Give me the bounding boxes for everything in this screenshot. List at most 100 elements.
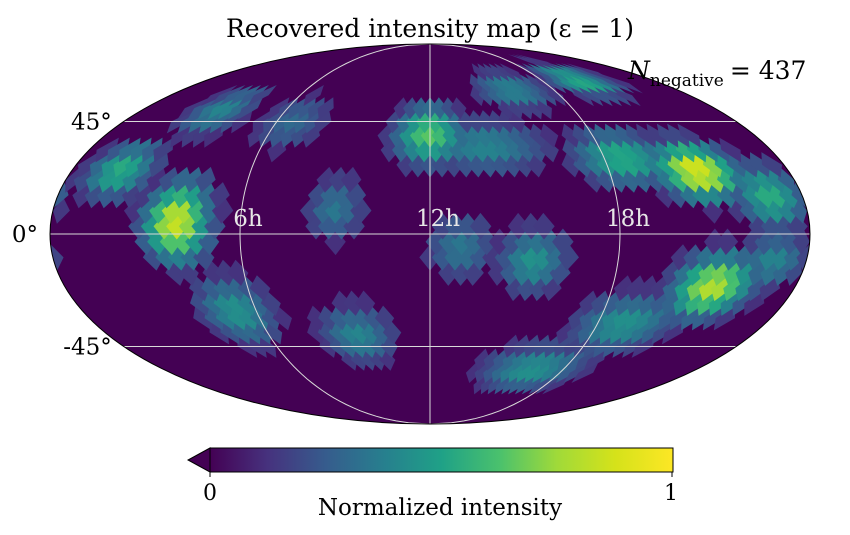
map-pixel [516, 54, 566, 71]
map-pixel [268, 97, 290, 120]
map-pixel [557, 348, 577, 371]
colorbar-tick-label-min: 0 [203, 481, 217, 506]
map-outline [49, 43, 811, 425]
map-pixel [555, 63, 600, 82]
map-pixel [263, 320, 283, 345]
map-pixel [619, 137, 639, 163]
map-pixel [195, 166, 216, 193]
map-pixel [450, 97, 467, 120]
healpix-pixels [50, 54, 810, 395]
map-pixel [193, 305, 213, 331]
map-pixel [698, 275, 720, 302]
map-pixel [613, 305, 633, 331]
map-pixel [177, 97, 211, 120]
map-pixel [555, 361, 580, 383]
map-pixel [729, 182, 751, 209]
map-pixel [142, 137, 163, 163]
map-pixel [516, 63, 548, 82]
map-pixel [303, 85, 324, 107]
dec-tick-label: 0° [12, 222, 38, 248]
map-pixel [187, 97, 220, 120]
map-pixel [668, 166, 690, 193]
map-pixel [214, 259, 236, 286]
map-pixel [483, 348, 500, 371]
map-pixel [702, 305, 724, 331]
map-pixel [208, 182, 230, 209]
map-pixel [487, 374, 503, 395]
map-pixel [207, 97, 237, 120]
map-pixel [520, 212, 542, 240]
map-pixel [791, 182, 807, 209]
map-pixel [247, 123, 266, 148]
map-pixel [697, 290, 718, 316]
map-pixel [526, 97, 543, 120]
map-pixel [527, 63, 563, 82]
map-pixel [721, 244, 743, 271]
map-pixel [552, 228, 574, 256]
map-pixel [667, 123, 690, 148]
map-pixel [252, 320, 272, 345]
map-pixel [231, 320, 250, 345]
map-pixel [52, 197, 70, 224]
map-pixel [577, 320, 597, 345]
colorbar-extend-min-arrow [186, 447, 211, 473]
map-pixel [641, 137, 662, 163]
map-pixel [599, 320, 618, 345]
map-pixel [741, 166, 762, 193]
map-pixel [568, 305, 588, 331]
map-pixel [754, 182, 776, 209]
map-pixel [153, 137, 174, 163]
map-pixel [476, 228, 498, 256]
map-pixel [650, 290, 670, 316]
map-pixel [661, 320, 684, 345]
map-pixel [525, 73, 550, 94]
map-pixel [504, 73, 524, 94]
map-pixel [84, 182, 106, 209]
colorbar: 0 1 Normalized intensity [186, 447, 678, 521]
map-pixel [267, 137, 287, 163]
map-pixel [219, 85, 254, 107]
map-pixel [542, 374, 571, 395]
map-pixel [393, 97, 410, 120]
map-pixel [494, 374, 511, 395]
map-pixel [591, 85, 622, 107]
map-pixel [345, 182, 367, 209]
map-pixel [497, 97, 514, 120]
map-pixel [493, 348, 510, 371]
map-pixel [463, 228, 486, 256]
map-pixel [636, 123, 656, 148]
map-pixel [539, 123, 559, 148]
map-pixel [552, 73, 584, 94]
map-pixel [469, 212, 492, 240]
map-pixel [340, 166, 362, 193]
map-pixel [85, 166, 107, 193]
map-pixel [97, 182, 119, 209]
map-pixel [531, 348, 548, 371]
map-pixel [288, 97, 307, 120]
map-pixel [474, 361, 490, 383]
map-pixel [785, 259, 802, 286]
map-pixel [238, 305, 258, 331]
map-pixel [683, 244, 705, 271]
map-pixel [197, 97, 228, 120]
map-pixel [227, 97, 255, 120]
map-pixel [470, 85, 485, 107]
map-pixel [318, 305, 338, 331]
map-pixel [579, 305, 599, 331]
map-pixel [679, 152, 700, 178]
ra-tick-label: 18h [606, 206, 650, 232]
map-pixel [148, 152, 169, 178]
map-pixel [431, 212, 454, 240]
map-pixel [705, 166, 726, 193]
intensity-map [49, 43, 811, 425]
map-pixel [540, 361, 562, 383]
map-pixel [249, 275, 271, 302]
map-pixel [586, 73, 626, 94]
map-pixel [511, 73, 533, 94]
map-pixel [538, 63, 578, 82]
map-pixel [632, 152, 653, 178]
map-pixel [677, 123, 701, 148]
map-pixel [532, 361, 552, 383]
map-pixel [567, 85, 594, 107]
